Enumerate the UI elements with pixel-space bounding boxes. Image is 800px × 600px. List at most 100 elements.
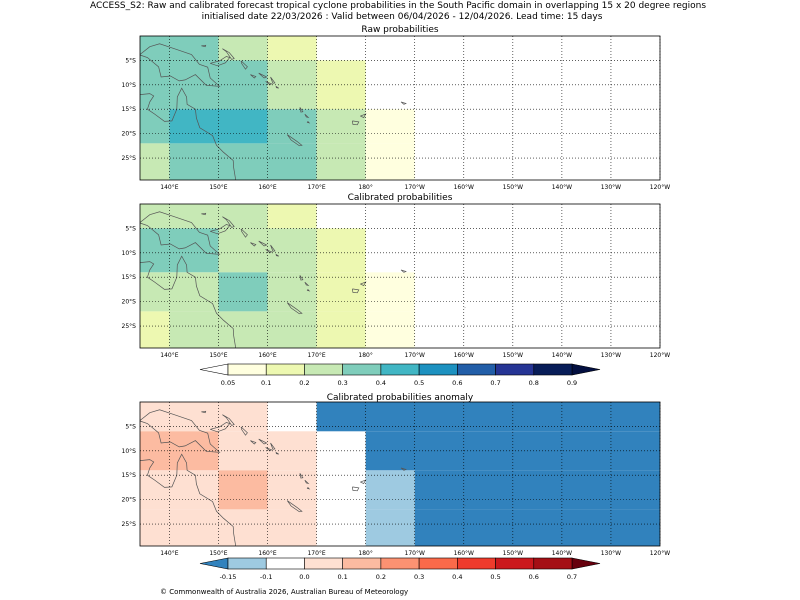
plot-frame — [139, 35, 661, 181]
coastline — [258, 240, 268, 247]
coastline — [306, 121, 311, 124]
region-cell — [316, 143, 366, 180]
coastline — [270, 244, 276, 252]
region-cell — [267, 36, 317, 61]
lat-tick-label: 15°S — [122, 106, 137, 113]
coastline — [258, 72, 268, 79]
coastline — [352, 288, 360, 294]
lon-tick-label: 150°W — [503, 184, 523, 191]
coastline — [265, 447, 273, 452]
lon-tick-label: 130°W — [601, 550, 621, 557]
coastline — [304, 281, 310, 287]
coastline — [400, 101, 407, 105]
region-cell — [140, 272, 219, 312]
coastline — [240, 228, 248, 238]
region-cell — [365, 311, 415, 348]
coastline — [250, 242, 257, 247]
colorbar-segment — [418, 557, 458, 570]
colorbar-segment — [533, 363, 573, 376]
coastline — [250, 440, 257, 445]
coastline — [275, 86, 279, 89]
region-cell — [169, 311, 317, 348]
lon-tick-label: 170°E — [307, 352, 325, 359]
colorbar-tick-label: 0.5 — [490, 573, 500, 581]
lat-tick-label: 20°S — [122, 299, 137, 306]
colorbar-segment — [418, 363, 458, 376]
lat-tick-label: 25°S — [122, 155, 137, 162]
coastline — [222, 414, 235, 426]
colorbar-segment — [227, 557, 267, 570]
coastline — [299, 473, 304, 479]
lat-tick-label: 20°S — [122, 131, 137, 138]
coastline — [352, 486, 360, 492]
lon-tick-label: 180° — [358, 352, 372, 359]
coastline — [270, 442, 276, 450]
colorbar-segment — [304, 363, 343, 376]
coastline — [210, 56, 231, 67]
region-cell — [267, 470, 317, 510]
coastline — [258, 438, 268, 445]
copyright-text: © Commonwealth of Australia 2026, Austra… — [160, 588, 408, 596]
coastline — [304, 113, 310, 119]
colorbar-tick-label: -0.1 — [260, 573, 273, 581]
coastline — [222, 216, 235, 228]
colorbar-segment — [304, 557, 343, 570]
colorbar-over-extend — [571, 557, 601, 570]
lon-tick-label: 140°W — [552, 352, 572, 359]
region-cell — [316, 272, 366, 312]
colorbar-tick-label: 0.6 — [529, 573, 539, 581]
lon-tick-label: 160°W — [454, 550, 474, 557]
colorbar-tick-label: 0.1 — [261, 379, 271, 387]
colorbar-tick-label: -0.15 — [220, 573, 237, 581]
colorbar-tick-label: 0.9 — [567, 379, 577, 387]
lon-tick-label: 150°E — [209, 550, 227, 557]
coastline — [139, 87, 237, 181]
colorbar-tick-label: 0.4 — [452, 573, 462, 581]
lat-tick-label: 5°S — [125, 225, 136, 232]
region-cell — [316, 311, 366, 348]
lon-tick-label: 150°E — [209, 184, 227, 191]
lon-tick-label: 130°W — [601, 184, 621, 191]
colorbar-probabilities: 0.05 0.1 0.2 0.3 0.4 0.5 0.6 0.7 0.8 0.9 — [199, 363, 601, 387]
lon-tick-label: 170°W — [405, 550, 425, 557]
region-cell — [365, 272, 415, 312]
colorbar-segment — [457, 363, 496, 376]
panel-anomaly: 140°E 150°E 160°E 170°E 180° 170°W 160°W 150°W 1… — [122, 401, 670, 557]
coastline — [139, 409, 221, 453]
panel-title-calibrated: Calibrated probabilities — [348, 193, 453, 203]
colorbar-segment — [495, 557, 535, 570]
region-cell — [140, 311, 170, 348]
lon-tick-label: 160°E — [258, 352, 276, 359]
colorbar-segment — [265, 363, 305, 376]
region-cell — [140, 109, 170, 144]
colorbar-tick-label: 0.0 — [299, 573, 309, 581]
lat-tick-label: 5°S — [125, 57, 136, 64]
region-cell — [140, 204, 268, 229]
lat-tick-label: 10°S — [122, 82, 137, 89]
region-cell — [316, 228, 366, 273]
coastline — [400, 269, 407, 273]
colorbar-under-extend — [199, 363, 229, 376]
figure-title-line2: initialised date 22/03/2026 : Valid betw… — [202, 12, 603, 22]
lon-tick-label: 150°E — [209, 352, 227, 359]
coastline — [139, 43, 221, 87]
lat-tick-label: 10°S — [122, 250, 137, 257]
region-cell — [140, 143, 170, 180]
coastline — [210, 422, 231, 433]
coastline — [286, 134, 303, 147]
colorbar-tick-label: 0.05 — [221, 379, 235, 387]
colorbar-tick-label: 0.3 — [414, 573, 424, 581]
region-cell — [365, 470, 415, 510]
coastline — [222, 48, 235, 60]
lon-tick-label: 160°W — [454, 184, 474, 191]
lon-tick-label: 170°E — [307, 550, 325, 557]
lon-tick-label: 160°E — [258, 550, 276, 557]
lon-tick-label: 140°E — [160, 352, 178, 359]
colorbar-under-extend — [199, 557, 229, 570]
coastline — [270, 76, 276, 84]
region-cell — [267, 60, 317, 110]
colorbar-tick-label: 0.6 — [452, 379, 462, 387]
coastline — [299, 275, 304, 281]
region-cell — [140, 509, 317, 546]
